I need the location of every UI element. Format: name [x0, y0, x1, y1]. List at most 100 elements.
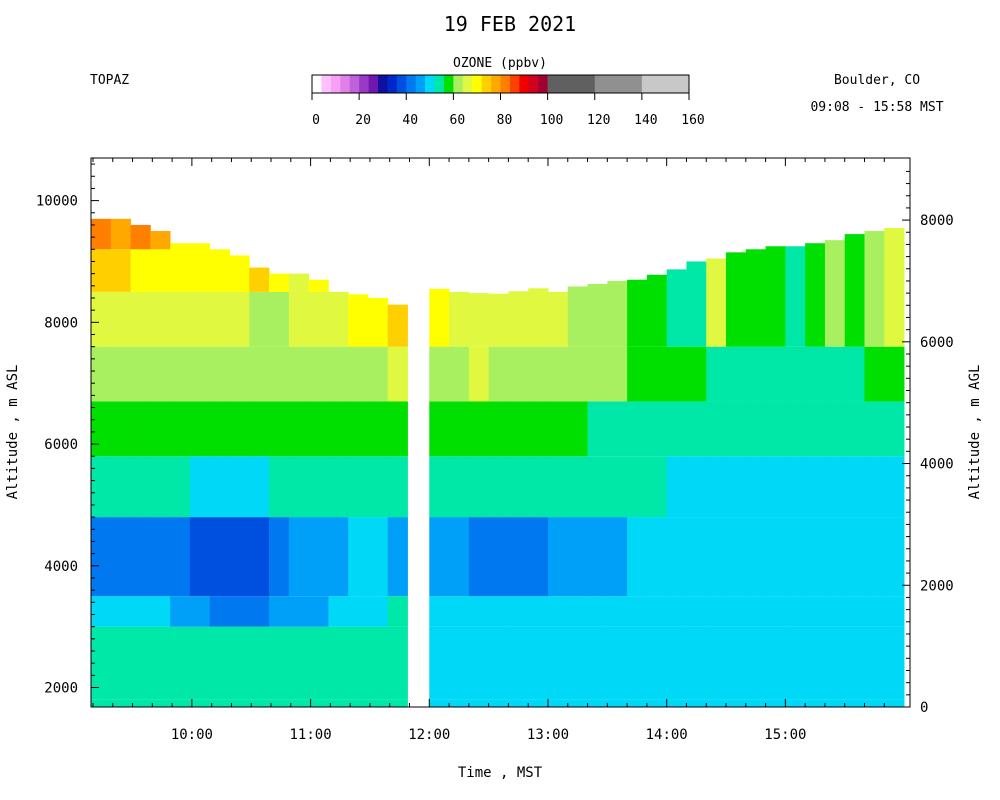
ozone-cell [666, 346, 687, 402]
ozone-cell [91, 249, 112, 292]
ozone-cell [567, 517, 588, 597]
colorbar-swatch [321, 75, 332, 93]
ozone-cell [686, 699, 707, 707]
ozone-cell [646, 596, 668, 627]
ozone-cell [884, 517, 905, 597]
y-left-tick-label: 4000 [44, 559, 78, 575]
ozone-cell [706, 596, 727, 627]
ozone-cell [587, 596, 608, 627]
ozone-cell [348, 517, 369, 597]
ozone-cell [189, 346, 211, 402]
ozone-cell [567, 401, 588, 457]
ozone-cell [150, 626, 171, 700]
colorbar-swatch [641, 75, 690, 93]
ozone-cell [706, 517, 727, 597]
ozone-cell [646, 274, 668, 347]
colorbar-ticks: 0 20 40 60 80 100 120 140 160 [311, 93, 705, 128]
ozone-cell [587, 699, 608, 707]
ozone-cell [269, 699, 290, 707]
ozone-cell [367, 297, 389, 347]
colorbar-swatch [453, 75, 464, 93]
ozone-cell [328, 456, 349, 518]
ozone-cell [110, 401, 131, 457]
ozone-cell [308, 401, 329, 457]
ozone-cell [726, 517, 747, 597]
x-tick-label: 13:00 [527, 727, 569, 743]
ozone-cell [429, 517, 450, 597]
ozone-cell [429, 401, 450, 457]
ozone-cell [130, 249, 151, 292]
ozone-cell [170, 456, 191, 518]
x-axis-label: Time , MST [458, 765, 543, 781]
ozone-cell [91, 218, 112, 250]
ozone-cell [130, 346, 151, 402]
ozone-cell [488, 626, 509, 700]
ozone-cell [706, 401, 727, 457]
ozone-cell [587, 517, 608, 597]
colorbar-swatch [340, 75, 350, 93]
ozone-cell [607, 346, 628, 402]
ozone-cell [745, 249, 766, 347]
ozone-cell [269, 596, 290, 627]
colorbar-swatch [547, 75, 596, 93]
ozone-cell [328, 291, 349, 347]
ozone-cell [387, 304, 408, 347]
ozone-cell [686, 401, 707, 457]
ozone-cell [468, 401, 490, 457]
ozone-cell [209, 456, 230, 518]
ozone-cell [209, 699, 230, 707]
ozone-cell [91, 401, 112, 457]
ozone-cell [249, 267, 270, 292]
ozone-cell [449, 401, 470, 457]
ozone-cell [387, 699, 408, 707]
colorbar-tick-label: 20 [355, 113, 371, 128]
colorbar-swatch [415, 75, 426, 93]
ozone-cell [130, 517, 151, 597]
ozone-cell [110, 456, 131, 518]
ozone-cell [706, 626, 727, 700]
colorbar-swatch [500, 75, 511, 93]
ozone-cell [844, 346, 865, 402]
ozone-cell [666, 269, 687, 347]
ozone-cell [328, 626, 349, 700]
ozone-cell [805, 596, 826, 627]
ozone-cell [646, 456, 668, 518]
ozone-cell [150, 346, 171, 402]
ozone-cell [864, 231, 885, 347]
ozone-cell [726, 626, 747, 700]
ozone-cell [607, 401, 628, 457]
ozone-cell [229, 255, 250, 292]
y-axis-label-left: Altitude , m ASL [5, 365, 21, 500]
ozone-cell [805, 346, 826, 402]
ozone-cell [785, 596, 806, 627]
ozone-cell [765, 626, 786, 700]
ozone-cell [884, 227, 905, 347]
ozone-cell [785, 699, 806, 707]
ozone-cell [824, 456, 846, 518]
ozone-cell [884, 346, 905, 402]
ozone-cell [249, 596, 270, 627]
ozone-cell [607, 456, 628, 518]
ozone-cell [429, 699, 450, 707]
x-tick-label: 14:00 [646, 727, 688, 743]
ozone-cell [528, 288, 549, 347]
ozone-cell [150, 401, 171, 457]
ozone-cell [844, 596, 865, 627]
ozone-cell [170, 401, 191, 457]
ozone-cell [110, 346, 131, 402]
ozone-cell [765, 517, 786, 597]
ozone-cell [269, 626, 290, 700]
ozone-cell [348, 346, 369, 402]
ozone-cell [666, 517, 687, 597]
colorbar-swatch [387, 75, 398, 93]
y-axis-label-right: Altitude , m AGL [967, 365, 983, 500]
ozone-cell [666, 699, 687, 707]
ozone-cell [607, 596, 628, 627]
y-left-tick-label: 8000 [44, 315, 78, 331]
ozone-cell [547, 291, 569, 347]
ozone-cell [189, 517, 211, 597]
ozone-cell [646, 626, 668, 700]
ozone-cell [308, 596, 329, 627]
colorbar-swatch [406, 75, 416, 93]
y-left-tick-label: 6000 [44, 437, 78, 453]
